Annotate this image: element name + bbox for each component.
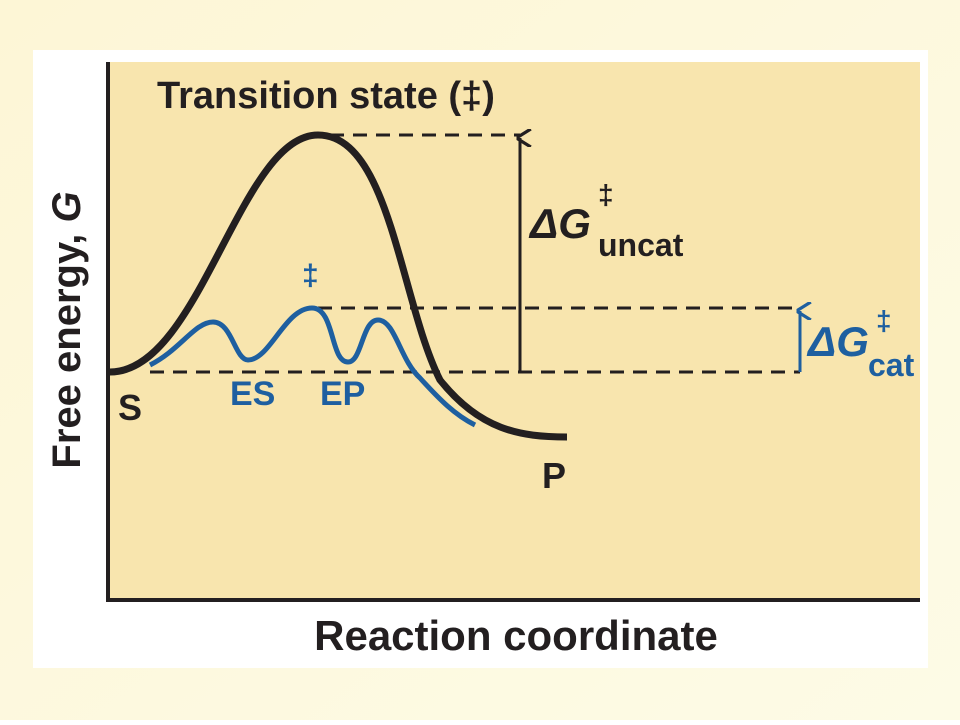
subscript: cat [868, 347, 915, 383]
substrate-label: S [118, 387, 142, 428]
subscript: uncat [598, 227, 684, 263]
delta-cat: ΔG ‡ cat [806, 305, 915, 383]
superscript: ‡ [598, 179, 614, 210]
catalyzed-curve [148, 305, 477, 428]
title: Transition state (‡) [157, 75, 495, 117]
superscript: ‡ [876, 305, 892, 336]
catalyzed-ts-label: ‡ [302, 259, 319, 292]
y-axis-label: Free energy, G [45, 191, 89, 468]
product-label: P [542, 455, 566, 496]
dashed-levels [150, 133, 800, 374]
y-label-symbol: G [45, 191, 89, 222]
es-label: ES [230, 375, 275, 413]
y-label-text: Free energy, [45, 223, 89, 469]
plot-area [108, 62, 920, 600]
delta-uncat: ΔG ‡ uncat [528, 179, 684, 263]
uncatalyzed-curve [109, 131, 568, 441]
axes [106, 62, 920, 602]
symbol: ΔG [528, 200, 591, 247]
symbol: ΔG [806, 318, 869, 365]
ep-label: EP [320, 375, 365, 413]
x-axis-label: Reaction coordinate [314, 612, 718, 659]
